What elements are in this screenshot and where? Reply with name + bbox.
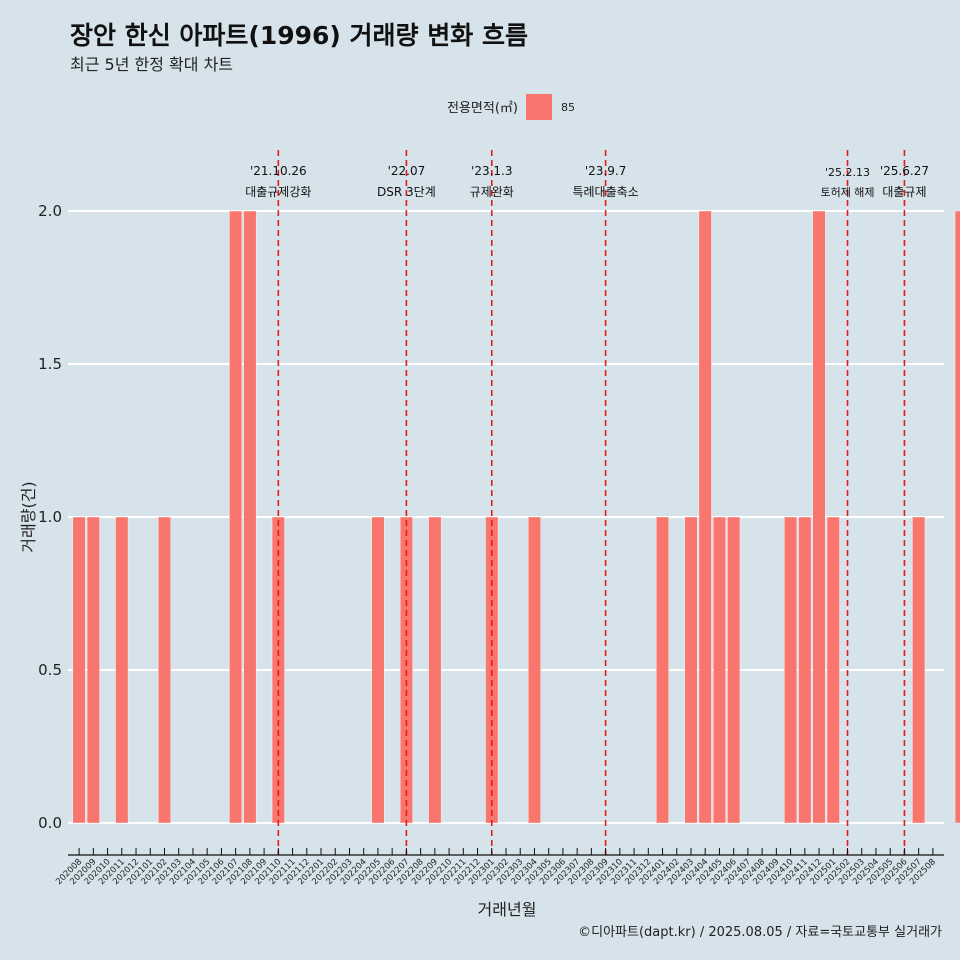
chart-subtitle: 최근 5년 한정 확대 차트 [70,55,233,74]
y-tick-label: 1.0 [38,508,62,526]
x-axis: 2020082020092020102020112020122021012021… [54,848,944,887]
bars [72,210,960,824]
bar-202401 [656,516,669,824]
bar-202304 [527,516,541,824]
x-axis-label: 거래년월 [478,900,537,919]
event-date: '22.07 [388,164,426,178]
legend-swatch [526,94,552,120]
event-label: 특례대출축소 [572,185,638,199]
bar-undefined [954,210,960,824]
bar-202008 [72,516,86,824]
event-date: '23.9.7 [585,164,626,178]
legend-label: 85 [561,101,575,114]
bar-202412 [812,210,826,824]
y-tick-label: 2.0 [38,202,62,220]
bar-202009 [86,516,100,824]
y-tick-label: 0.0 [38,814,62,832]
bar-202405 [712,516,726,824]
annotations: '21.10.26 대출규제강화 '22.07 DSR 3단계 '23.1.3 규제완화 '… [245,150,929,855]
event-label: 대출규제강화 [245,185,311,199]
bar-202205 [371,516,385,824]
event-date: '21.10.26 [250,164,307,178]
bar-202107 [229,210,243,824]
bar-202406 [727,516,741,824]
bar-202011 [115,516,129,824]
caption: ©디아파트(dapt.kr) / 2025.08.05 / 자료=국토교통부 실… [578,925,942,940]
chart-title: 장안 한신 아파트(1996) 거래량 변화 흐름 [70,21,528,50]
bar-202404 [698,210,712,824]
event-date: '25.2.13 [825,166,870,179]
event-label: 토허제 해제 [820,185,874,199]
y-axis-label: 거래량(건) [19,481,38,552]
event-label: 대출규제 [882,185,926,199]
event-date: '25.6.27 [880,164,929,178]
bar-202410 [784,516,798,824]
legend-title: 전용면적(㎡) [447,101,518,116]
bar-202209 [428,516,442,824]
bar-202501 [826,516,840,824]
bar-202108 [243,210,257,824]
y-axis-ticks: 0.0 0.5 1.0 1.5 2.0 [38,202,62,832]
event-date: '23.1.3 [471,164,512,178]
event-label: DSR 3단계 [377,185,436,199]
y-tick-label: 1.5 [38,355,62,373]
bar-202411 [798,516,812,824]
grid [68,210,944,824]
y-tick-label: 0.5 [38,661,62,679]
bar-202102 [158,516,171,824]
event-label: 규제완화 [470,185,514,199]
legend: 전용면적(㎡) 85 [447,94,575,120]
bar-202403 [684,516,698,824]
bar-202507 [912,516,926,824]
